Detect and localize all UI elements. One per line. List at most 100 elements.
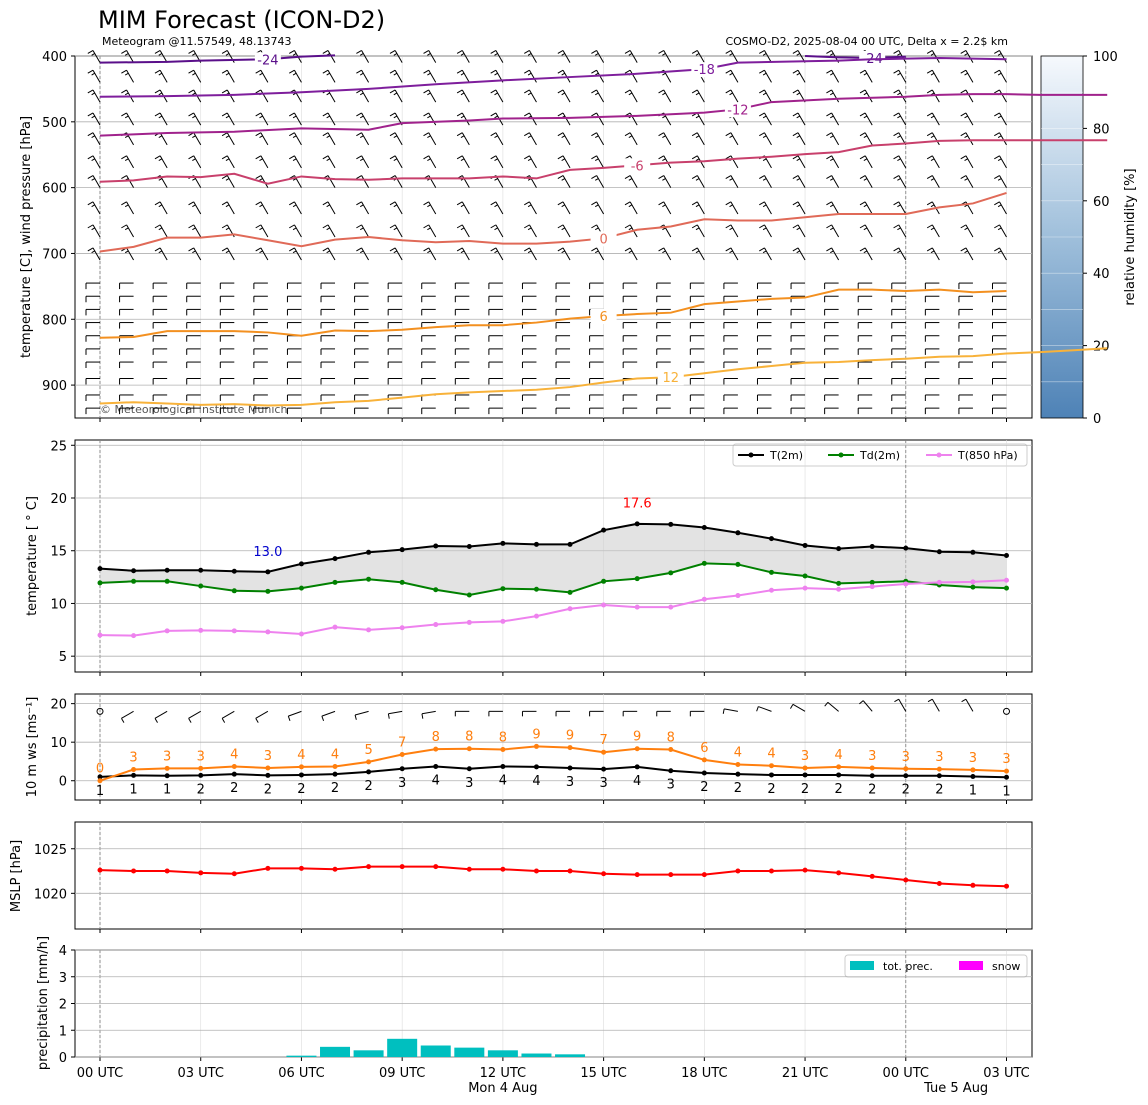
wind-barb-staff [294, 201, 302, 215]
wind-barb [826, 224, 840, 238]
colorbar-tick-label: 40 [1093, 267, 1110, 282]
wind-barb-flag [893, 50, 900, 54]
data-point [198, 627, 204, 633]
wind-barb-flag [259, 135, 263, 138]
wind-barb [389, 201, 403, 215]
wind-barb-flag [964, 204, 968, 208]
wind-barb [891, 394, 906, 401]
wind-barb [958, 378, 973, 385]
wind-barb-flag [393, 135, 398, 138]
wind-barb-flag [154, 155, 161, 160]
wind-barb [555, 407, 571, 415]
wind-barb-flag [926, 112, 933, 117]
wind-barb-flag [192, 250, 196, 254]
wind-barb [152, 335, 168, 342]
wind-barb-staff [831, 247, 840, 261]
wind-barb [423, 89, 437, 103]
wind-barb-flag [762, 178, 767, 181]
wind-barb [759, 69, 772, 83]
wind-barb [857, 308, 873, 316]
wind-barb [555, 308, 571, 316]
data-point [735, 593, 741, 599]
wind-barb [488, 335, 503, 342]
data-point [1004, 577, 1009, 583]
wind-barb-flag [188, 50, 194, 54]
y-tick-label: 10 [50, 736, 67, 751]
wind-barb-flag [557, 50, 564, 54]
surface-wind-barb [454, 710, 470, 717]
wind-barb-flag [792, 175, 799, 179]
wind-barb-flag [658, 155, 665, 160]
data-point [231, 628, 237, 634]
wind-barb [488, 308, 503, 316]
wind-barb-flag [591, 224, 597, 229]
wind-barb-flag [961, 698, 967, 703]
wind-barb-flag [87, 69, 94, 74]
wind-barb-flag [926, 89, 933, 94]
wind-barb-flag [292, 227, 297, 231]
wind-barb-flag [188, 224, 194, 229]
wind-barb-staff [461, 89, 470, 103]
wind-barb [656, 295, 671, 303]
wind-barb [286, 282, 302, 290]
data-point [869, 584, 875, 590]
wind-barb-staff [260, 247, 269, 261]
wind-barb [288, 69, 302, 83]
legend-t850: T(850 hPa) [957, 449, 1018, 462]
wind-barb-flag [221, 69, 228, 74]
wind-barb-flag [387, 713, 390, 719]
wind-barb [253, 407, 268, 415]
x-tick-label: 03 UTC [983, 1066, 1029, 1081]
wind-barb [756, 308, 772, 316]
wind-barb [421, 348, 436, 355]
wind-barb-staff [797, 132, 806, 146]
wind-barb-flag [527, 250, 532, 254]
wind-barb-flag [695, 227, 700, 231]
wind-barb [826, 112, 840, 126]
wind-barb-flag [561, 72, 566, 76]
contour-label-bg [691, 62, 718, 78]
wind-barb [723, 308, 738, 316]
wind-barb [723, 361, 738, 369]
wind-barb [456, 201, 470, 215]
wind-barb-staff [327, 175, 336, 188]
wind-barb-staff [965, 698, 974, 712]
wind-barb [255, 155, 269, 169]
wind-barb-flag [121, 224, 127, 229]
wind-barb [924, 407, 940, 415]
wind-barb-staff [159, 132, 168, 146]
surface-wind-barb [927, 698, 940, 712]
wind-barb-flag [830, 178, 834, 181]
wind-barb-staff [730, 155, 739, 169]
wind-barb-flag [389, 132, 396, 137]
wind-barb [759, 201, 772, 215]
wind-barb [622, 394, 638, 401]
wind-barb-flag [524, 155, 530, 160]
wind-barb-flag [863, 135, 868, 138]
wind-barb-flag [759, 69, 765, 74]
wind-barb-flag [490, 112, 497, 117]
data-point [701, 757, 707, 763]
wind-barb-flag [830, 92, 834, 96]
wind-barb-flag [427, 250, 431, 254]
wind-barb-flag [158, 178, 163, 181]
wind-barb-staff [260, 112, 269, 126]
wind-barb-flag [796, 178, 801, 181]
wind-barb-staff [159, 224, 168, 238]
wind-barb-flag [288, 247, 295, 252]
wind-barb-staff [562, 132, 571, 146]
wind-barb [857, 295, 873, 303]
wind-barb [87, 155, 101, 169]
wind-barb [255, 247, 269, 261]
wind-barb [454, 348, 470, 355]
wind-barb-staff [255, 710, 269, 719]
wind-barb [557, 175, 571, 188]
wind-barb-staff [159, 201, 168, 215]
wind-barb [253, 378, 268, 385]
wind-speed-label: 4 [432, 773, 440, 788]
wind-barb-flag [591, 69, 597, 74]
surface-wind-barb [824, 701, 839, 712]
wind-barb-flag [287, 715, 291, 722]
wind-barb-staff [898, 69, 907, 83]
